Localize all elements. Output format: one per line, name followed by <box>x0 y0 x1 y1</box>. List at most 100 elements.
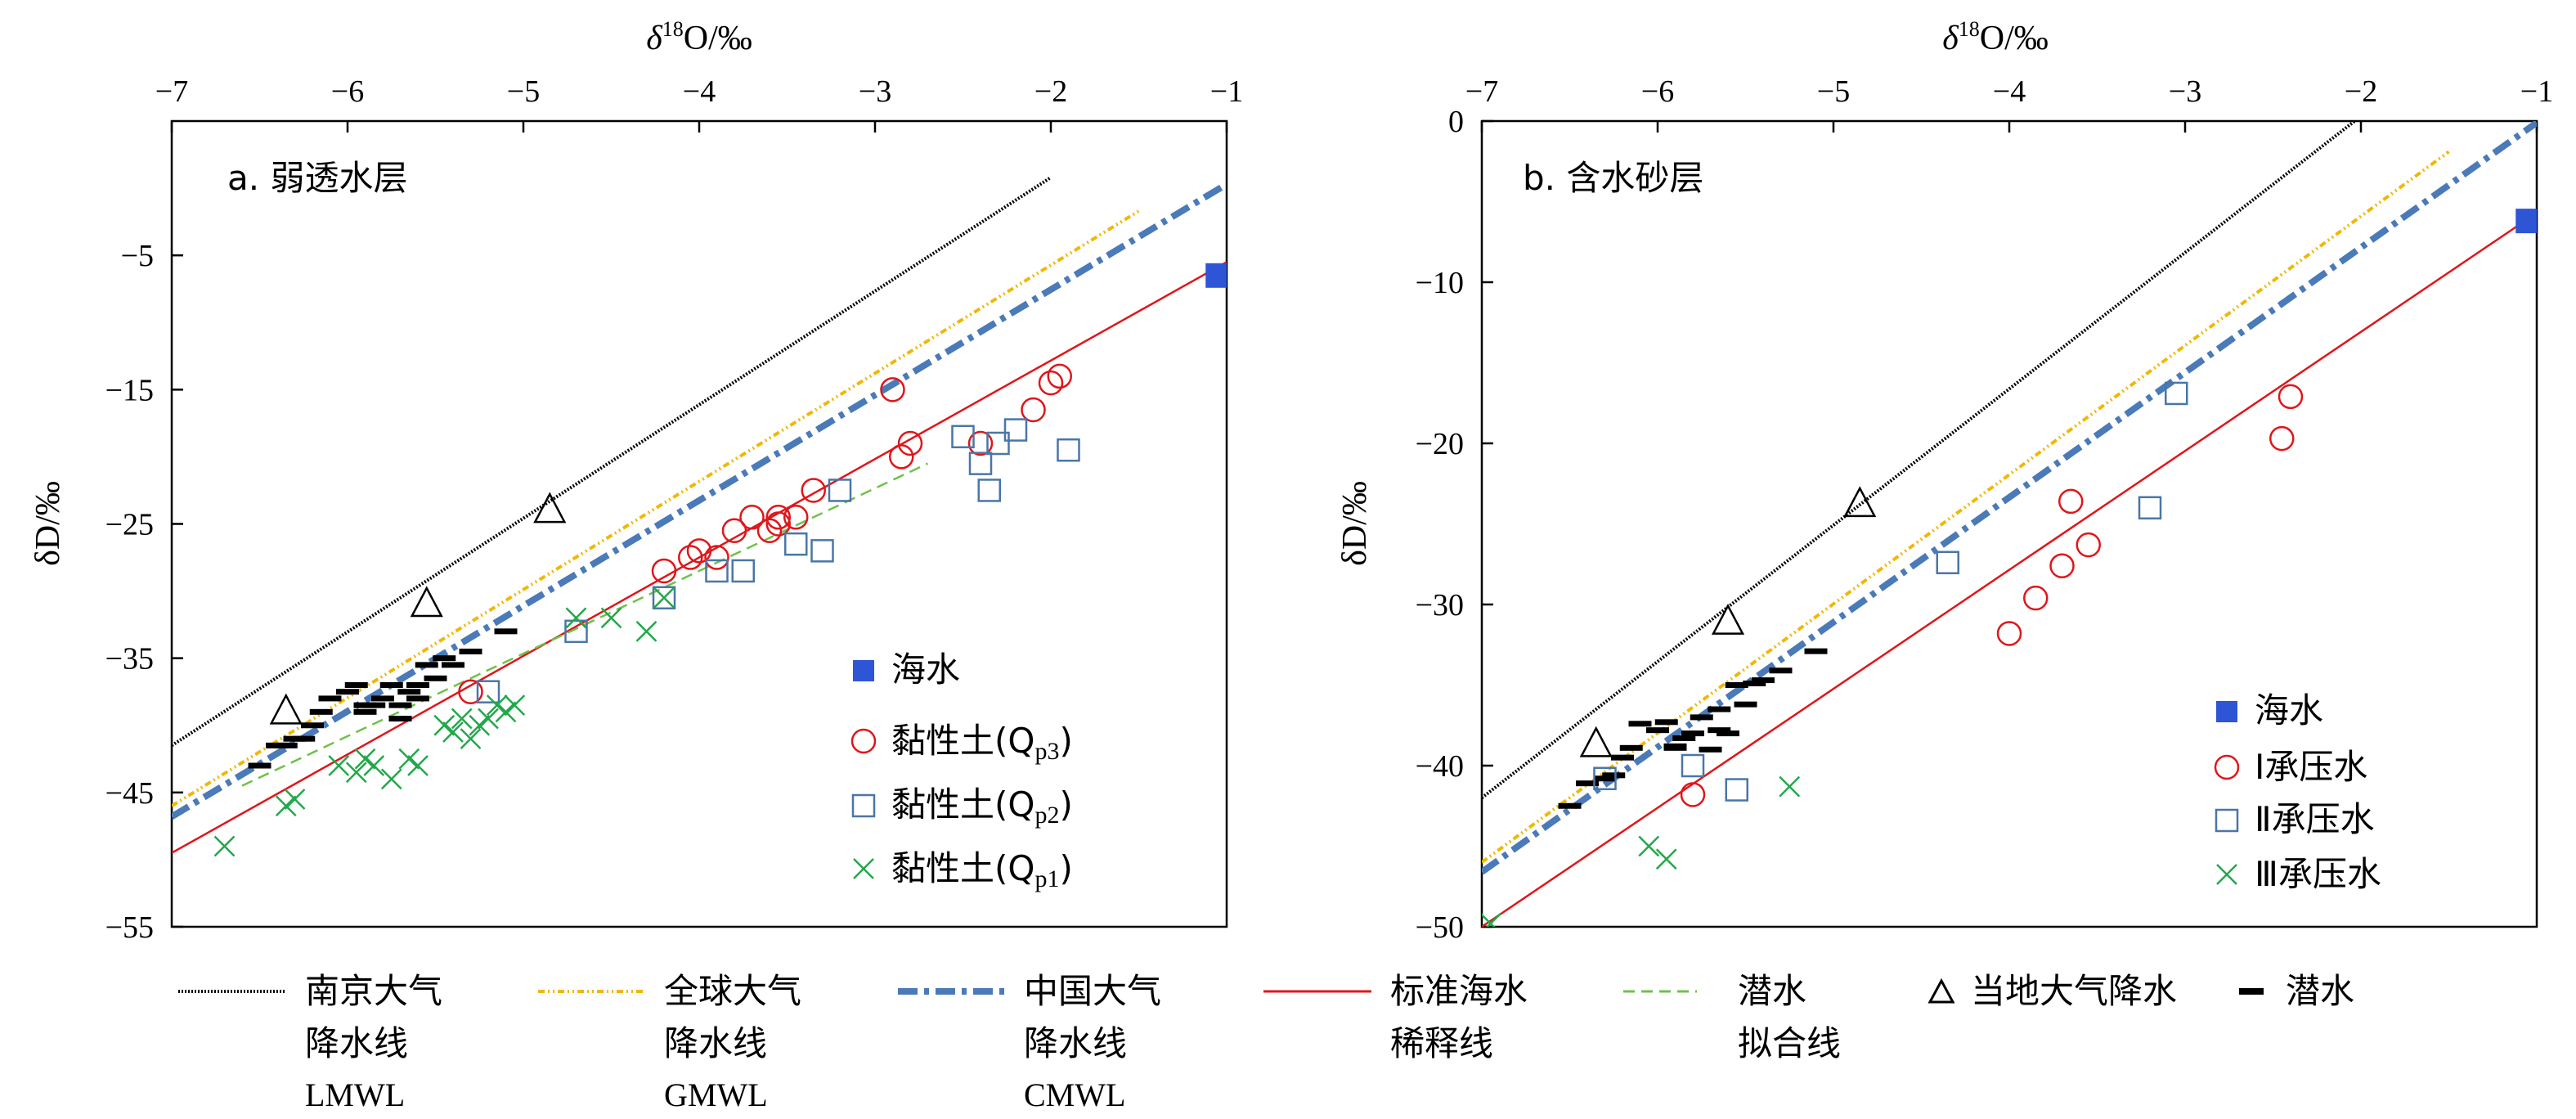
line-LMWL <box>1482 121 2358 799</box>
cross-point <box>460 728 482 750</box>
square-point <box>810 539 834 563</box>
points-b <box>1482 209 2537 927</box>
cross-point <box>478 708 499 730</box>
cross-point <box>354 748 376 770</box>
bottom-legend-precip: 当地大气降水 <box>1971 971 2177 1011</box>
circle-point <box>704 545 729 570</box>
bottom-legend-cmwl-1: 中国大气 <box>1024 971 1161 1011</box>
local-precip-point <box>269 693 303 725</box>
local-precip-point <box>1843 486 1877 518</box>
phreatic-point <box>1663 744 1687 751</box>
plot-frame-b <box>1480 119 2538 928</box>
circle-point <box>765 505 791 530</box>
bottom-legend-gmwl-2: 降水线 <box>664 1023 767 1063</box>
panel-b: b. 含水砂层 δ18O/‰ δD/‰ −7 −6 −5 −4 −3 −2 −1 0 −10 −… <box>1336 17 2553 945</box>
bottom-legend-lmwl-3: LMWL <box>305 1076 405 1113</box>
phreatic-point <box>1576 780 1599 787</box>
bottom-legend-lmwl-2: 降水线 <box>305 1023 408 1063</box>
square-point <box>986 431 1010 456</box>
line-GMWL <box>1482 150 2450 864</box>
square-point <box>476 680 500 703</box>
circle-point <box>2049 553 2075 578</box>
circle-point <box>765 511 791 537</box>
bottom-legend-seawater-1: 标准海水 <box>1390 971 1528 1011</box>
cross-point <box>486 694 508 717</box>
x-tick-label: −2 <box>1034 74 1067 109</box>
cross-point <box>504 694 526 717</box>
phreatic-point <box>1654 719 1678 726</box>
bottom-legend-phreatic-marker <box>2239 988 2264 995</box>
square-point <box>1057 438 1080 462</box>
bottom-legend-gmwl-1: 全球大气 <box>664 971 801 1011</box>
phreatic-point <box>388 702 412 708</box>
line-标准海水稀释线 <box>1482 212 2537 927</box>
square-point <box>1725 778 1748 802</box>
bottom-legend-gmwl-3: GMWL <box>664 1076 768 1113</box>
cross-point <box>565 607 587 629</box>
phreatic-point <box>1681 730 1704 737</box>
line-CMWL <box>1482 121 2537 875</box>
phreatic-point <box>1611 754 1634 761</box>
legend-a-qp1-marker <box>853 858 874 879</box>
square-point <box>1936 551 1959 575</box>
x-tick-label: −2 <box>2345 74 2377 109</box>
x-tick-label: −4 <box>1993 74 2026 109</box>
reference-lines-b <box>1482 121 2537 927</box>
phreatic-point <box>1558 802 1582 809</box>
circle-point <box>2076 532 2101 558</box>
phreatic-point <box>1672 735 1696 742</box>
x-tick-label: −6 <box>331 74 364 109</box>
x-tick-label: −4 <box>683 74 716 109</box>
legend-b-confined3-marker <box>2216 864 2237 885</box>
circle-point <box>801 478 826 503</box>
square-point <box>652 586 676 610</box>
phreatic-point <box>309 708 333 715</box>
phreatic-point <box>388 716 412 722</box>
legend-a-qp3: 黏性土(Qp3) <box>891 721 1073 765</box>
square-point <box>2138 496 2162 520</box>
phreatic-point <box>1628 721 1652 727</box>
y-tick-label: −40 <box>1416 749 1464 784</box>
phreatic-point <box>424 675 447 681</box>
square-point <box>564 619 588 644</box>
panel-b-title: b. 含水砂层 <box>1523 158 1703 198</box>
square-point <box>968 452 993 475</box>
cross-point <box>398 748 420 770</box>
phreatic-point <box>274 742 298 748</box>
phreatic-point <box>1743 681 1766 687</box>
cross-point <box>213 835 236 857</box>
cross-point <box>1638 835 1660 857</box>
circle-point <box>678 545 703 570</box>
legend-b: 海水 Ⅰ承压水 Ⅱ承压水 Ⅲ承压水 <box>2214 690 2381 894</box>
phreatic-point <box>248 762 272 769</box>
x-tick-label: −6 <box>1641 74 1674 109</box>
line-GMWL <box>172 209 1140 807</box>
x-tick-label: −5 <box>507 74 540 109</box>
square-point <box>1681 753 1705 778</box>
legend-a-seawater-marker <box>853 660 874 681</box>
points-a <box>213 263 1227 857</box>
bottom-legend: 南京大气 降水线 LMWL 全球大气 降水线 GMWL 中国大气 降水线 CMW… <box>178 971 2354 1113</box>
y-tick-label: −25 <box>105 508 154 542</box>
line-标准海水稀释线 <box>172 261 1227 854</box>
cross-point <box>1655 848 1677 870</box>
phreatic-point <box>353 702 377 708</box>
legend-a-qp3-marker <box>850 728 877 754</box>
line-CMWL <box>172 181 1227 820</box>
cross-point <box>653 586 675 609</box>
legend-b-seawater: 海水 <box>2255 690 2323 730</box>
circle-point <box>1038 370 1064 396</box>
cross-point <box>407 755 429 776</box>
bottom-legend-cmwl-3: CMWL <box>1024 1076 1125 1113</box>
circle-point <box>2269 425 2295 452</box>
circle-point <box>1047 363 1072 389</box>
phreatic-point <box>459 648 482 654</box>
x-tick-label: −5 <box>1817 74 1850 109</box>
phreatic-point <box>1602 772 1626 779</box>
x-ticks-b: −7 −6 −5 −4 −3 −2 −1 <box>1465 74 2553 133</box>
square-point <box>977 479 1001 502</box>
legend-b-seawater-marker <box>2216 701 2237 722</box>
circle-point <box>2023 585 2049 611</box>
legend-b-confined2-marker <box>2215 808 2239 833</box>
cross-point <box>600 607 622 629</box>
